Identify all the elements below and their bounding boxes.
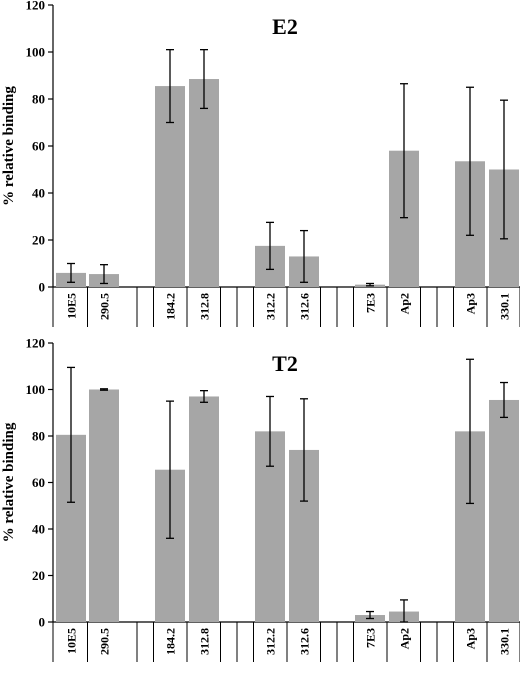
y-tick-label: 0 — [39, 280, 46, 295]
category-label-312.2: 312.2 — [264, 628, 278, 655]
panel-title: E2 — [272, 14, 298, 39]
category-label-184.2: 184.2 — [164, 628, 178, 655]
error-bar-330.1 — [500, 99, 508, 240]
y-tick-label: 20 — [32, 568, 45, 583]
error-bar-10E5 — [67, 366, 75, 503]
category-label-312.8: 312.8 — [198, 293, 212, 320]
y-axis-title: % relative binding — [1, 422, 17, 542]
error-bar-7E3 — [366, 610, 374, 620]
chart-panel-e2: 0 20 40 60 80 100 120 % relative binding E2 10E5 2… — [1, 0, 520, 327]
y-axis-title: % relative binding — [1, 86, 17, 206]
error-bar-312.6 — [300, 229, 308, 283]
error-bar-312.8 — [200, 49, 208, 110]
error-bar-10E5 — [67, 262, 75, 283]
y-tick-label: 120 — [26, 336, 46, 351]
category-label-290.5: 290.5 — [98, 628, 112, 655]
error-bar-Ap3 — [466, 358, 474, 505]
error-bar-312.2 — [266, 221, 274, 271]
y-tick-label: 80 — [32, 429, 45, 444]
y-tick-label: 40 — [32, 522, 45, 537]
error-bar-312.6 — [300, 398, 308, 502]
error-bar-290.5 — [100, 264, 108, 285]
error-bar-Ap3 — [466, 86, 474, 236]
bar-330.1 — [489, 399, 519, 622]
y-tick-label: 40 — [32, 186, 45, 201]
error-bar-7E3 — [366, 282, 374, 287]
error-bar-184.2 — [166, 400, 174, 539]
category-label-312.2: 312.2 — [264, 293, 278, 320]
error-bar-312.2 — [266, 395, 274, 467]
category-label-312.6: 312.6 — [298, 628, 312, 655]
error-bar-Ap2 — [400, 599, 408, 623]
error-bar-184.2 — [166, 49, 174, 124]
y-tick-label: 80 — [32, 92, 45, 107]
category-label-312.6: 312.6 — [298, 293, 312, 320]
category-label-Ap2: Ap2 — [398, 293, 412, 314]
category-label-10E5: 10E5 — [65, 293, 79, 319]
y-tick-label: 100 — [26, 382, 46, 397]
y-tick-label: 60 — [32, 139, 45, 154]
error-bar-330.1 — [500, 381, 508, 419]
y-tick-label: 20 — [32, 233, 45, 248]
category-label-184.2: 184.2 — [164, 293, 178, 320]
bar-312.8 — [189, 79, 219, 288]
category-label-7E3: 7E3 — [364, 293, 378, 313]
bar-290.5 — [89, 389, 119, 622]
category-label-10E5: 10E5 — [65, 628, 79, 654]
category-label-290.5: 290.5 — [98, 293, 112, 320]
y-tick-label: 0 — [39, 615, 46, 630]
category-label-312.8: 312.8 — [198, 628, 212, 655]
category-label-330.1: 330.1 — [498, 293, 512, 320]
bar-312.8 — [189, 396, 219, 622]
error-bar-Ap2 — [400, 83, 408, 219]
category-label-Ap3: Ap3 — [464, 628, 478, 649]
category-label-Ap3: Ap3 — [464, 293, 478, 314]
y-tick-label: 60 — [32, 475, 45, 490]
y-tick-label: 100 — [26, 45, 46, 60]
error-bar-312.8 — [200, 390, 208, 403]
chart-panel-t2: 0 20 40 60 80 100 120 % relative binding T2 10E5 2… — [1, 336, 520, 662]
category-label-Ap2: Ap2 — [398, 628, 412, 649]
category-label-7E3: 7E3 — [364, 628, 378, 648]
y-tick-label: 120 — [26, 0, 46, 13]
category-label-330.1: 330.1 — [498, 628, 512, 655]
panel-title: T2 — [272, 351, 298, 376]
error-bar-290.5 — [100, 388, 108, 391]
